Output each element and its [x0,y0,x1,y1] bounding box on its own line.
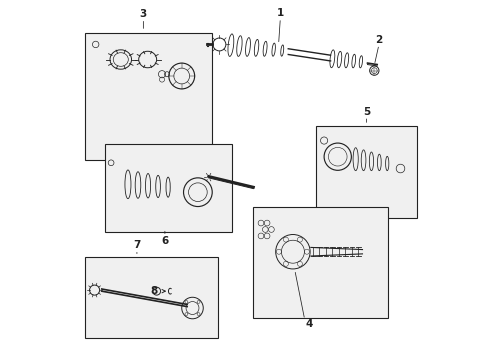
Text: 3: 3 [140,9,147,19]
Text: 1: 1 [276,8,284,18]
Text: 8: 8 [150,286,158,296]
Bar [253,207,387,318]
Bar [85,257,217,338]
Bar [85,33,212,160]
Text: 7: 7 [133,240,141,250]
Bar [316,126,416,218]
Bar [104,144,231,232]
Text: 6: 6 [161,236,168,246]
Text: 4: 4 [305,319,312,329]
Text: 2: 2 [375,35,382,45]
Text: 5: 5 [362,107,369,117]
